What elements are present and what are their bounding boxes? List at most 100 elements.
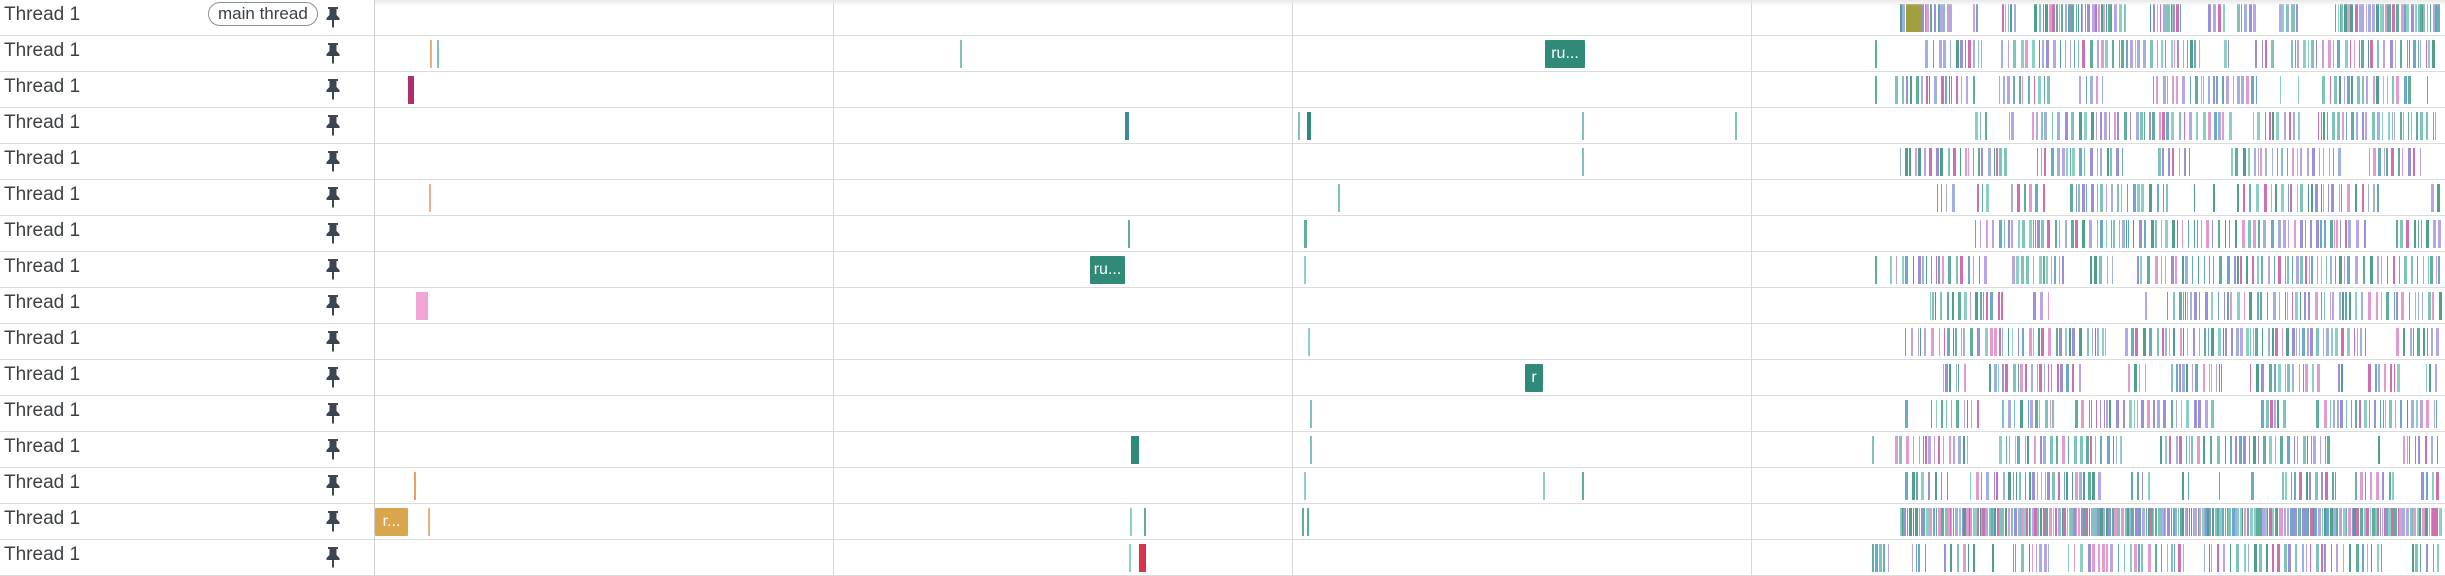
slice[interactable] [1308, 328, 1310, 356]
slice[interactable] [2124, 112, 2127, 140]
slice[interactable] [1979, 256, 1980, 284]
slice[interactable] [1946, 400, 1947, 428]
slice[interactable] [2291, 4, 2293, 32]
slice[interactable] [2097, 508, 2099, 536]
slice[interactable] [2280, 4, 2282, 32]
slice[interactable] [1977, 328, 1980, 356]
slice[interactable] [2377, 256, 2379, 284]
slice[interactable] [2097, 328, 2099, 356]
slice[interactable] [2330, 292, 2331, 320]
slice[interactable] [2280, 508, 2283, 536]
slice[interactable] [2203, 76, 2204, 104]
slice[interactable] [2340, 400, 2343, 428]
slice[interactable] [2005, 4, 2006, 32]
slice[interactable] [2025, 436, 2026, 464]
slice[interactable] [2148, 508, 2149, 536]
slice[interactable] [2428, 40, 2430, 68]
slice[interactable] [2361, 292, 2363, 320]
slice[interactable] [1996, 148, 1998, 176]
slice[interactable] [1945, 508, 1948, 536]
slice[interactable] [1968, 148, 1969, 176]
slice[interactable] [2347, 328, 2350, 356]
slice[interactable] [1900, 4, 1902, 32]
slice[interactable] [2106, 220, 2107, 248]
slice[interactable] [2010, 4, 2012, 32]
slice[interactable] [2267, 508, 2268, 536]
slice[interactable] [2008, 328, 2009, 356]
slice[interactable] [2398, 148, 2400, 176]
slice[interactable] [1928, 472, 1930, 500]
slice[interactable] [2070, 508, 2073, 536]
slice[interactable] [1973, 40, 1975, 68]
slice[interactable] [2034, 436, 2036, 464]
slice[interactable] [2012, 256, 2015, 284]
slice[interactable] [2288, 544, 2291, 572]
slice[interactable] [2177, 40, 2179, 68]
slice[interactable] [2265, 112, 2266, 140]
slice[interactable] [2078, 4, 2079, 32]
slice[interactable] [1944, 544, 1946, 572]
slice[interactable] [2128, 364, 2130, 392]
slice[interactable] [2081, 4, 2082, 32]
slice[interactable] [2112, 256, 2113, 284]
slice[interactable] [2129, 400, 2132, 428]
slice[interactable] [2408, 148, 2411, 176]
slice[interactable] [2360, 508, 2363, 536]
slice[interactable] [2009, 436, 2010, 464]
slice[interactable] [2363, 256, 2365, 284]
slice[interactable] [2153, 4, 2155, 32]
slice[interactable] [2145, 292, 2147, 320]
slice[interactable] [2194, 40, 2196, 68]
slice[interactable] [2002, 328, 2003, 356]
slice[interactable] [2223, 4, 2225, 32]
slice[interactable] [1933, 508, 1935, 536]
pin-icon[interactable] [324, 77, 342, 101]
slice[interactable] [2403, 436, 2405, 464]
slice[interactable] [2281, 148, 2283, 176]
slice[interactable] [2079, 112, 2082, 140]
slice[interactable] [2169, 4, 2170, 32]
slice[interactable] [1951, 76, 1952, 104]
slice[interactable] [2101, 4, 2103, 32]
slice[interactable] [2381, 292, 2382, 320]
slice[interactable] [2182, 364, 2185, 392]
slice[interactable] [1975, 220, 1976, 248]
slice[interactable] [1922, 256, 1924, 284]
slice[interactable] [2039, 256, 2042, 284]
slice[interactable] [2088, 472, 2091, 500]
slice[interactable] [1955, 508, 1958, 536]
slice[interactable] [2015, 4, 2016, 32]
slice[interactable] [2025, 364, 2027, 392]
slice[interactable] [2436, 328, 2439, 356]
slice[interactable] [2360, 328, 2362, 356]
slice[interactable] [2151, 220, 2154, 248]
slice[interactable] [2320, 220, 2322, 248]
slice[interactable] [2382, 508, 2383, 536]
slice[interactable] [2226, 76, 2229, 104]
slice[interactable] [2171, 364, 2173, 392]
slice[interactable] [2364, 400, 2367, 428]
slice[interactable] [1909, 148, 1911, 176]
slice[interactable] [1958, 364, 1959, 392]
slice[interactable] [2068, 436, 2069, 464]
slice[interactable] [2191, 508, 2192, 536]
slice[interactable] [2181, 400, 2182, 428]
slice[interactable] [1968, 256, 1970, 284]
slice[interactable] [2037, 508, 2039, 536]
slice[interactable] [2089, 220, 2092, 248]
slice[interactable] [1935, 292, 1936, 320]
slice[interactable] [2185, 292, 2186, 320]
slice[interactable] [2281, 184, 2284, 212]
slice[interactable] [1139, 544, 1146, 572]
slice[interactable] [2300, 148, 2302, 176]
slice[interactable] [2196, 508, 2197, 536]
slice[interactable] [2076, 4, 2077, 32]
slice[interactable] [2216, 364, 2217, 392]
slice[interactable] [2171, 112, 2174, 140]
slice[interactable] [2059, 328, 2062, 356]
slice[interactable] [2293, 4, 2295, 32]
slice[interactable] [2203, 364, 2205, 392]
slice[interactable] [1936, 508, 1937, 536]
slice[interactable] [2106, 508, 2108, 536]
slice[interactable] [2153, 76, 2154, 104]
